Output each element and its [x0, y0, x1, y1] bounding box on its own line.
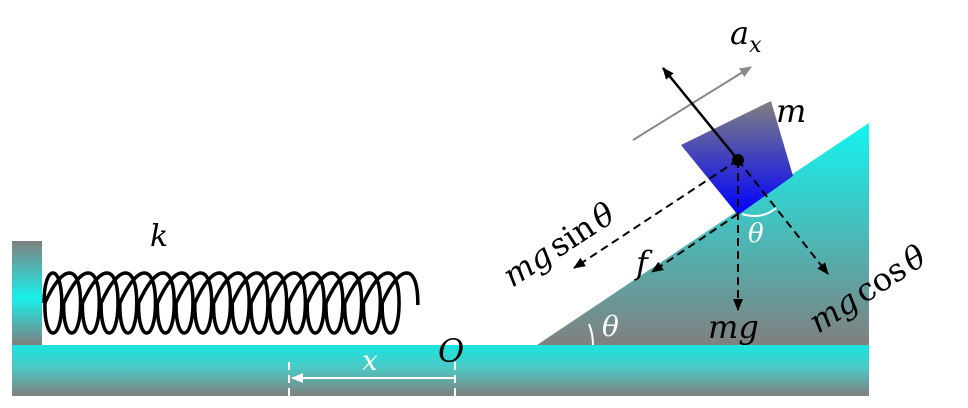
displacement-label: x — [362, 344, 378, 377]
parallel-component-label: mgsinθ — [496, 195, 622, 295]
incline-angle-label: θ — [602, 310, 619, 343]
origin-label: O — [438, 332, 464, 370]
weight-label: mg — [708, 308, 759, 346]
displacement-marker — [288, 362, 456, 396]
friction-arrow — [651, 213, 739, 273]
spring-constant-label: k — [150, 219, 168, 254]
block-angle-arc — [741, 207, 777, 217]
mass-label: m — [776, 92, 806, 130]
ground — [12, 345, 869, 396]
normal-force-arrow — [662, 67, 739, 161]
acceleration-label: ax — [730, 14, 762, 58]
wall — [12, 241, 42, 345]
block-angle-label: θ — [748, 219, 764, 249]
incline-angle-arc — [588, 323, 595, 346]
normal-component-arrow — [737, 159, 829, 275]
parallel-component-arrow — [573, 159, 739, 269]
coil-spring-icon — [42, 271, 420, 335]
